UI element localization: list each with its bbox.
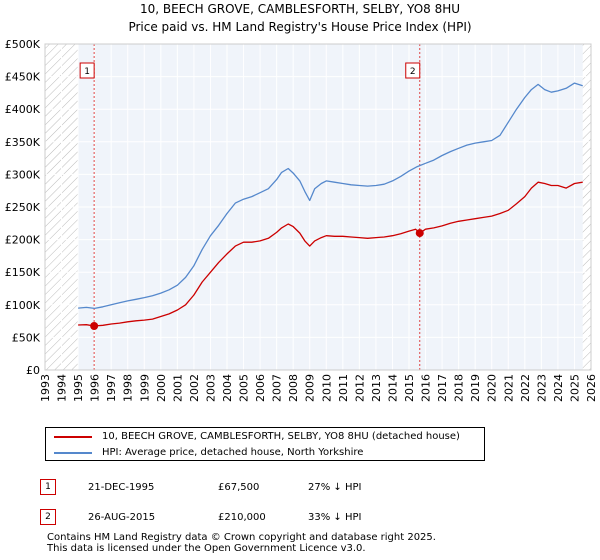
legend-label-hpi: HPI: Average price, detached house, Nort…	[102, 447, 364, 458]
transaction-marker: 2	[40, 509, 56, 525]
x-tick-label: 2014	[386, 374, 399, 402]
legend-swatch-hpi	[54, 452, 92, 454]
y-tick-label: £50K	[12, 331, 41, 344]
y-tick-label: £450K	[5, 71, 41, 84]
y-tick-label: £400K	[5, 103, 41, 116]
footer: Contains HM Land Registry data © Crown c…	[47, 532, 436, 554]
x-tick-label: 2025	[568, 374, 581, 402]
y-tick-label: £500K	[5, 38, 41, 51]
x-tick-label: 2026	[585, 374, 598, 402]
y-tick-label: £350K	[5, 136, 41, 149]
table-row: 2 26-AUG-2015 £210,000 33% ↓ HPI	[40, 502, 408, 532]
x-tick-label: 2012	[353, 374, 366, 402]
footer-copyright: Contains HM Land Registry data © Crown c…	[47, 532, 436, 543]
sale-label-box	[79, 62, 95, 79]
y-tick-label: £0	[26, 364, 40, 377]
transaction-hpi-diff: 27% ↓ HPI	[308, 481, 362, 493]
table-row: 1 21-DEC-1995 £67,500 27% ↓ HPI	[40, 472, 408, 502]
legend: 10, BEECH GROVE, CAMBLESFORTH, SELBY, YO…	[45, 427, 485, 461]
sale-label: 1	[84, 67, 90, 77]
footer-licence: This data is licensed under the Open Gov…	[47, 543, 366, 554]
x-tick-label: 2024	[552, 374, 565, 402]
transaction-date: 21-DEC-1995	[88, 481, 155, 493]
chart-subtitle: Price paid vs. HM Land Registry's House …	[128, 20, 472, 34]
y-tick-label: £200K	[5, 234, 41, 247]
x-tick-label: 2003	[204, 374, 217, 402]
transactions-table: 1 21-DEC-1995 £67,500 27% ↓ HPI 2 26-AUG…	[40, 472, 408, 532]
y-tick-label: £250K	[5, 201, 41, 214]
x-tick-label: 1995	[72, 374, 85, 402]
transaction-marker-cell: 1	[40, 472, 88, 502]
y-tick-label: £150K	[5, 266, 41, 279]
sale-point	[90, 321, 99, 330]
x-tick-label: 2007	[271, 374, 284, 402]
y-tick-label: £100K	[5, 299, 41, 312]
x-tick-label: 1994	[56, 374, 69, 402]
plot-frame	[44, 43, 592, 371]
chart-title: 10, BEECH GROVE, CAMBLESFORTH, SELBY, YO…	[139, 2, 461, 16]
x-tick-label: 2013	[370, 374, 383, 402]
x-tick-label: 2005	[238, 374, 251, 402]
hpi-line	[78, 82, 583, 310]
sale-point	[415, 229, 424, 238]
x-tick-label: 1998	[122, 374, 135, 402]
x-tick-label: 2001	[171, 374, 184, 402]
transaction-hpi-diff: 33% ↓ HPI	[308, 511, 362, 523]
x-tick-label: 2004	[221, 374, 234, 402]
x-tick-label: 2018	[453, 374, 466, 402]
legend-swatch-property	[54, 436, 92, 438]
x-tick-label: 1999	[138, 374, 151, 402]
property-price-line	[78, 181, 583, 327]
x-tick-label: 2016	[420, 374, 433, 402]
x-tick-label: 2019	[469, 374, 482, 402]
x-tick-label: 2002	[188, 374, 201, 402]
x-tick-label: 2000	[155, 374, 168, 402]
x-tick-label: 2021	[502, 374, 515, 402]
sale-label: 2	[410, 67, 416, 77]
x-tick-label: 2010	[320, 374, 333, 402]
transaction-price: £67,500	[218, 481, 260, 493]
x-tick-label: 1993	[39, 374, 52, 402]
transaction-marker-cell: 2	[40, 502, 88, 532]
legend-label-property: 10, BEECH GROVE, CAMBLESFORTH, SELBY, YO…	[102, 431, 460, 442]
y-tick-label: £300K	[5, 168, 41, 181]
price-chart: £0 £50K £100K £150K £200K £250K £300K £350K £400…	[5, 38, 598, 402]
x-tick-label: 2008	[287, 374, 300, 402]
x-tick-label: 2023	[535, 374, 548, 402]
x-tick-label: 2015	[403, 374, 416, 402]
transaction-date: 26-AUG-2015	[88, 511, 156, 523]
x-tick-label: 1997	[105, 374, 118, 402]
sale-label-box	[405, 62, 421, 79]
transaction-marker: 1	[40, 479, 56, 495]
x-tick-label: 1996	[89, 374, 102, 402]
x-tick-label: 2017	[436, 374, 449, 402]
x-tick-label: 2022	[519, 374, 532, 402]
chart-title-block: 10, BEECH GROVE, CAMBLESFORTH, SELBY, YO…	[0, 0, 600, 36]
x-tick-label: 2009	[304, 374, 317, 402]
transaction-price: £210,000	[218, 511, 266, 523]
x-tick-label: 2006	[254, 374, 267, 402]
x-tick-label: 2011	[337, 374, 350, 402]
x-tick-label: 2020	[486, 374, 499, 402]
